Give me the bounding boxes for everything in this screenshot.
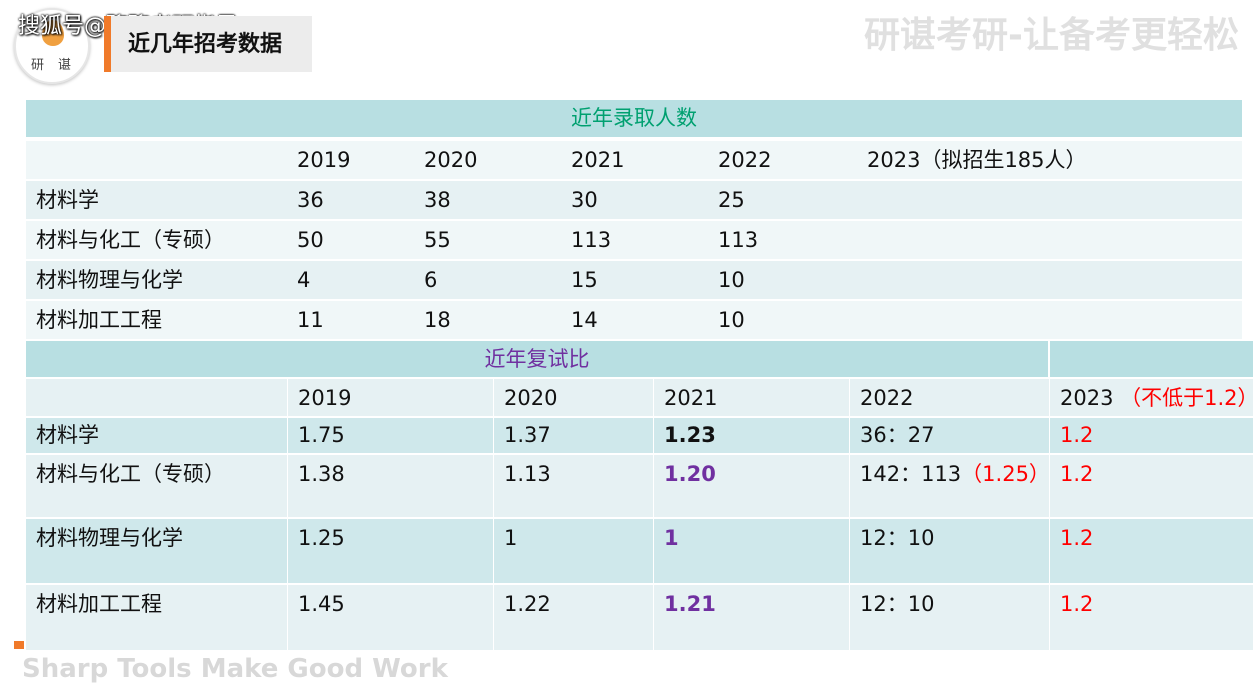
admission-cell: 15	[561, 261, 708, 299]
admission-cell: 11	[287, 301, 414, 339]
retest-ratio-note: （1.25）	[961, 462, 1050, 486]
page-title: 近几年招考数据	[128, 32, 283, 57]
retest-cell: 材料学	[26, 418, 287, 453]
logo-text: 研谌	[30, 58, 85, 73]
retest-cell: 1.75	[288, 418, 493, 453]
title-accent-bar	[104, 16, 111, 72]
admission-cell: 55	[414, 221, 561, 259]
retest-cell-requirement: 1.2	[1050, 519, 1253, 583]
retest-cell-highlight: 1.23	[654, 418, 849, 453]
admission-cell: 材料与化工（专硕）	[26, 221, 287, 259]
retest-cell: 1.45	[288, 585, 493, 650]
retest-cell-highlight: 1.21	[654, 585, 849, 650]
admission-cell: 材料加工工程	[26, 301, 287, 339]
title-box	[104, 16, 312, 72]
admission-cell: 14	[561, 301, 708, 339]
retest-cell: 36：27	[850, 418, 1049, 453]
logo-drop-icon	[42, 20, 64, 46]
admission-cell: 4	[287, 261, 414, 299]
admission-cell: 18	[414, 301, 561, 339]
retest-cell: 1.38	[288, 455, 493, 517]
retest-cell: 1	[494, 519, 653, 583]
admission-cell: 113	[708, 221, 857, 259]
admission-cell: 36	[287, 181, 414, 219]
admission-section-title: 近年录取人数	[26, 100, 1242, 137]
admission-header-cell: 2023（拟招生185人）	[857, 141, 1242, 179]
logo: 研谌	[14, 8, 90, 84]
retest-header-cell: 2022	[850, 379, 1049, 416]
retest-cell: 材料与化工（专硕）	[26, 455, 287, 517]
retest-cell: 142：113（1.25）	[850, 455, 1050, 517]
admission-cell	[857, 301, 1242, 339]
retest-header-cell: 2019	[288, 379, 493, 416]
admission-cell: 30	[561, 181, 708, 219]
retest-header-cell: 2020	[494, 379, 653, 416]
retest-cell-highlight: 1.20	[654, 455, 849, 517]
retest-cell: 1.37	[494, 418, 653, 453]
admission-header-cell: 2021	[561, 141, 708, 179]
admission-cell: 10	[708, 261, 857, 299]
admission-header-cell: 2019	[287, 141, 414, 179]
retest-cell: 1.25	[288, 519, 493, 583]
admission-header-cell: 2020	[414, 141, 561, 179]
retest-cell: 1.13	[494, 455, 653, 517]
admission-cell: 材料物理与化学	[26, 261, 287, 299]
retest-header-cell	[26, 379, 287, 416]
retest-cell: 材料加工工程	[26, 585, 287, 650]
retest-cell-requirement: 1.2	[1050, 418, 1253, 453]
retest-cell: 12：10	[850, 585, 1049, 650]
slogan: 研谌考研-让备考更轻松	[864, 15, 1239, 56]
admission-cell: 6	[414, 261, 561, 299]
admission-cell: 113	[561, 221, 708, 259]
admission-header-cell	[26, 141, 287, 179]
admission-cell: 50	[287, 221, 414, 259]
admission-header-cell: 2022	[708, 141, 857, 179]
admission-cell	[857, 221, 1242, 259]
retest-2023-requirement-note: （不低于1.2）	[1120, 386, 1253, 410]
retest-cell-highlight: 1	[654, 519, 849, 583]
retest-cell: 1.22	[494, 585, 653, 650]
admission-cell: 材料学	[26, 181, 287, 219]
retest-section-title-tail	[1050, 341, 1253, 377]
retest-cell-requirement: 1.2	[1050, 455, 1253, 517]
retest-cell: 12：10	[850, 519, 1049, 583]
retest-section-title: 近年复试比	[26, 341, 1048, 377]
footer-tagline: Sharp Tools Make Good Work	[22, 654, 448, 684]
retest-header-cell: 2021	[654, 379, 849, 416]
footer-marker	[14, 641, 24, 649]
admission-cell	[857, 261, 1242, 299]
admission-cell: 25	[708, 181, 857, 219]
retest-cell-requirement: 1.2	[1050, 585, 1253, 650]
admission-cell	[857, 181, 1242, 219]
retest-cell: 材料物理与化学	[26, 519, 287, 583]
retest-2023-year: 2023	[1060, 386, 1114, 410]
admission-cell: 10	[708, 301, 857, 339]
retest-header-cell: 2023 （不低于1.2）	[1050, 379, 1253, 416]
admission-cell: 38	[414, 181, 561, 219]
